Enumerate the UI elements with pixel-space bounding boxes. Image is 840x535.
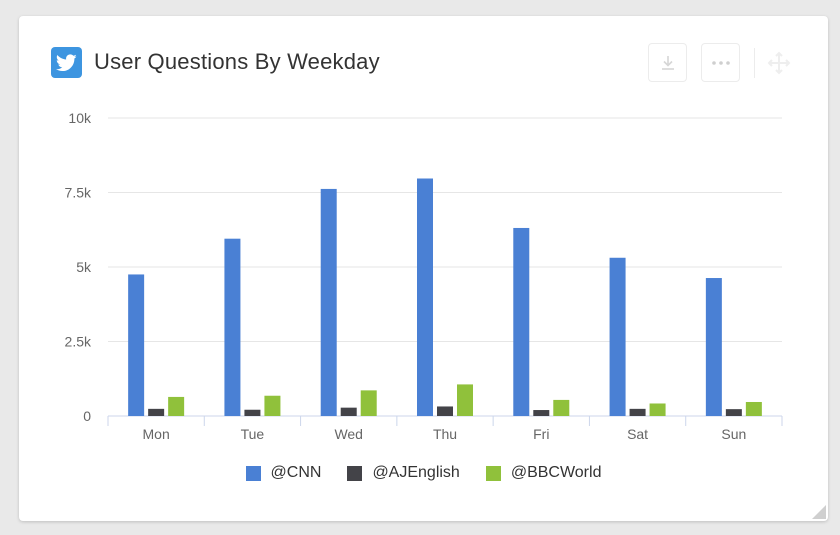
legend-swatch <box>347 465 363 481</box>
legend-swatch <box>245 465 261 481</box>
twitter-bird-glyph <box>56 53 77 71</box>
move-handle[interactable] <box>767 51 791 75</box>
bar-bbcworld-mon <box>168 396 185 416</box>
bar-ajenglish-sun <box>725 409 742 416</box>
x-tick-label: Thu <box>433 426 457 442</box>
resize-grip-icon[interactable] <box>812 505 826 519</box>
legend-label: @CNN <box>270 464 322 481</box>
bar-ajenglish-sat <box>629 408 646 416</box>
x-tick-label: Wed <box>334 426 363 442</box>
bar-ajenglish-tue <box>244 409 261 416</box>
toolbar-divider <box>754 48 755 78</box>
x-tick-label: Fri <box>533 426 549 442</box>
more-options-icon <box>711 60 730 65</box>
bar-bbcworld-thu <box>457 384 473 416</box>
y-tick-label: 7.5k <box>65 185 92 201</box>
bar-ajenglish-fri <box>533 410 550 416</box>
bar-ajenglish-wed <box>340 407 357 416</box>
y-tick-label: 0 <box>83 408 91 424</box>
chart-legend: @CNN @AJEnglish @BBCWorld <box>19 464 828 482</box>
download-button[interactable] <box>648 43 687 82</box>
bar-bbcworld-tue <box>264 395 281 416</box>
more-options-button[interactable] <box>701 43 740 82</box>
legend-item-bbcworld[interactable]: @BBCWorld <box>485 464 602 482</box>
bar-chart: 0 2.5k 5k 7.5k 10k Mon Tue Wed Thu Fri Sat Sun <box>65 110 783 442</box>
bar-cnn-wed <box>320 188 337 416</box>
move-icon <box>767 51 791 75</box>
bar-cnn-fri <box>513 227 530 416</box>
twitter-icon <box>51 47 82 78</box>
bar-bbcworld-sat <box>649 403 666 416</box>
legend-label: @BBCWorld <box>510 464 602 481</box>
bar-ajenglish-thu <box>437 406 453 416</box>
x-tick-label: Mon <box>143 426 170 442</box>
bar-bbcworld-sun <box>745 401 762 416</box>
y-tick-label: 5k <box>76 259 92 275</box>
x-tick-label: Sat <box>627 426 648 442</box>
x-tick-label: Sun <box>721 426 746 442</box>
chart-title: User Questions By Weekday <box>94 49 380 74</box>
bar-ajenglish-mon <box>148 408 165 416</box>
x-tick-label: Tue <box>241 426 265 442</box>
y-tick-label: 10k <box>68 110 92 126</box>
y-tick-label: 2.5k <box>65 334 92 350</box>
bar-cnn-tue <box>224 238 241 416</box>
bar-cnn-sun <box>705 278 722 416</box>
bar-cnn-mon <box>128 274 145 416</box>
download-icon <box>661 55 674 70</box>
bar-cnn-thu <box>417 178 433 416</box>
legend-swatch <box>485 465 501 481</box>
legend-item-cnn[interactable]: @CNN <box>245 464 322 482</box>
bar-bbcworld-fri <box>553 399 570 416</box>
bar-cnn-sat <box>609 257 626 416</box>
chart-card: User Questions By Weekday 0 2.5k 5k 7.5k 10k… <box>19 16 828 521</box>
legend-item-ajenglish[interactable]: @AJEnglish <box>347 464 460 482</box>
bar-bbcworld-wed <box>360 390 377 416</box>
legend-label: @AJEnglish <box>372 464 460 481</box>
